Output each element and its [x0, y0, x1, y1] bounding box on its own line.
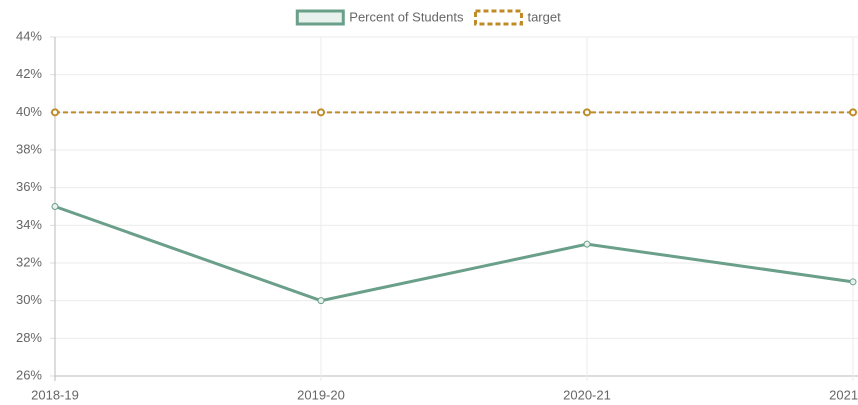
y-tick-label: 44% — [16, 28, 42, 43]
series-line — [54, 205, 854, 303]
y-tick-label: 34% — [16, 217, 42, 232]
point — [583, 108, 591, 117]
y-tick-label: 32% — [16, 254, 42, 269]
point — [317, 297, 325, 305]
y-tick-label: 36% — [16, 179, 42, 194]
y-tick-label: 40% — [16, 104, 42, 119]
y-tick-label: 26% — [16, 367, 42, 382]
point — [51, 203, 59, 210]
point — [849, 278, 857, 286]
y-tick-label: 38% — [16, 141, 42, 156]
point — [583, 240, 591, 248]
plot — [51, 108, 857, 305]
point — [317, 108, 325, 117]
x-tick-label: 2019-20 — [297, 387, 345, 402]
point — [849, 108, 857, 117]
legend-swatch — [473, 9, 523, 26]
legend-swatch — [295, 9, 345, 26]
x-tick-label: 2018-19 — [31, 387, 79, 402]
legend: Percent of Students target — [295, 9, 561, 26]
grid: 26% 28% 30% 32% 34% 36% 38% 40% 42% 44% 2018-19 201… — [16, 28, 858, 402]
y-tick-label: 42% — [16, 66, 42, 81]
y-tick-label: 30% — [16, 292, 42, 307]
point — [51, 108, 59, 117]
legend-label: Percent of Students — [349, 9, 464, 24]
x-tick-label: 2020-21 — [563, 387, 611, 402]
y-tick-label: 28% — [16, 330, 42, 345]
legend-label: target — [527, 9, 561, 24]
x-tick-label: 2021-22 — [829, 387, 858, 402]
